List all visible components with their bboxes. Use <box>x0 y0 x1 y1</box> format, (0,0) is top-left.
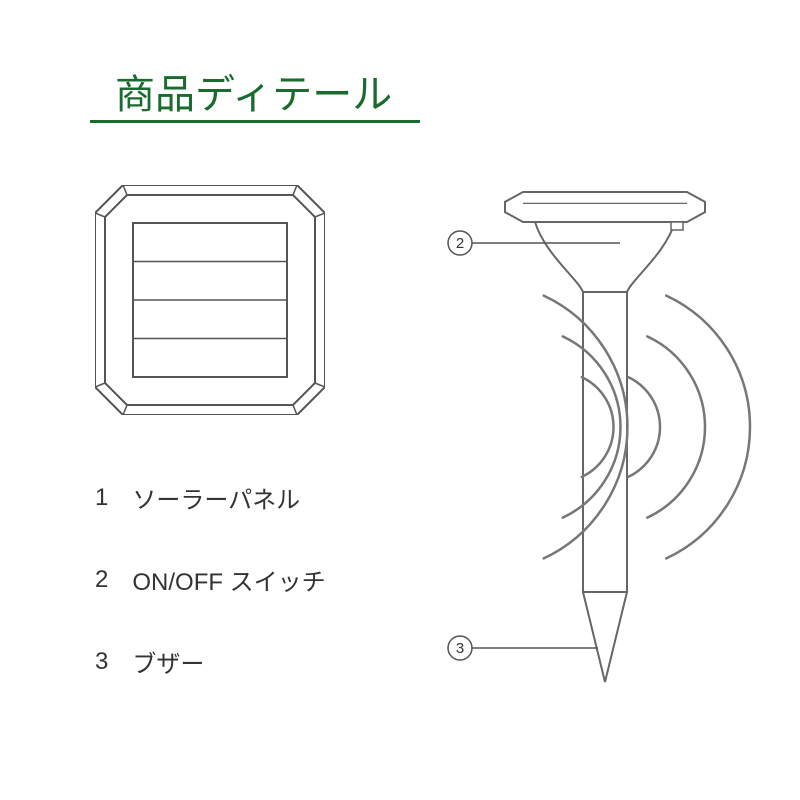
callout-number: 2 <box>456 235 464 252</box>
callout-number: 3 <box>456 640 464 657</box>
callout-layer: 23 <box>0 0 800 800</box>
